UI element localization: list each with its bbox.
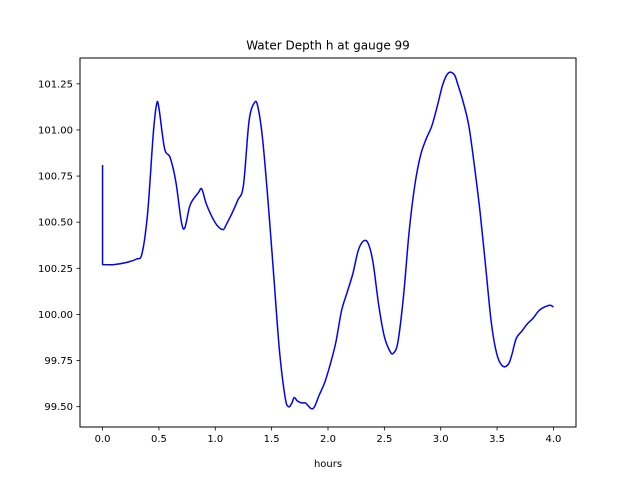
- x-tick-label: 0.0: [95, 434, 111, 445]
- y-tick-label: 101.25: [38, 79, 73, 90]
- x-axis: 0.0 0.5 1.0 1.5 2.0 2.5 3.0 3.5 4.0: [95, 427, 562, 445]
- y-axis: 99.50 99.75 100.00 100.25 100.50 100.75 101.00…: [38, 79, 80, 413]
- x-axis-label: hours: [314, 459, 342, 470]
- x-tick-label: 2.0: [320, 434, 336, 445]
- x-tick-label: 1.5: [264, 434, 280, 445]
- axes-frame: [79, 57, 577, 428]
- plot-area: [101, 71, 554, 410]
- series-line-0: [101, 71, 554, 410]
- y-tick-label: 101.00: [38, 125, 73, 136]
- y-tick-label: 100.50: [38, 218, 73, 229]
- x-tick-label: 4.0: [546, 434, 562, 445]
- x-tick-label: 2.5: [376, 434, 392, 445]
- y-tick-label: 99.75: [44, 356, 73, 367]
- x-tick-label: 3.0: [433, 434, 449, 445]
- x-tick-label: 3.5: [489, 434, 505, 445]
- chart-title: Water Depth h at gauge 99: [246, 39, 410, 53]
- y-tick-label: 100.25: [38, 264, 73, 275]
- y-tick-label: 100.00: [38, 310, 73, 321]
- x-tick-label: 0.5: [151, 434, 167, 445]
- y-tick-label: 100.75: [38, 172, 73, 183]
- x-tick-label: 1.0: [207, 434, 223, 445]
- y-tick-label: 99.50: [44, 402, 73, 413]
